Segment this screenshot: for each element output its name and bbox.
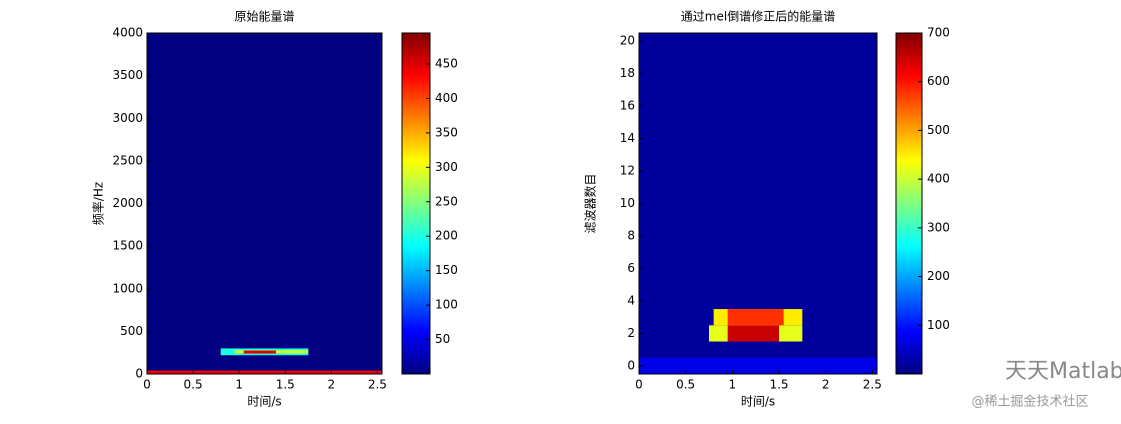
watermark-source: @稀土掘金技术社区 <box>971 394 1088 410</box>
x-tick-label: 1 <box>235 378 243 392</box>
colorbar <box>401 32 431 375</box>
chart-title: 通过mel倒谱修正后的能量谱 <box>681 9 835 24</box>
heat-cell <box>243 350 277 354</box>
y-axis-label: 频率/Hz <box>91 182 106 225</box>
colorbar-tick-label: 400 <box>927 172 950 186</box>
colorbar-tick-label: 700 <box>927 26 950 40</box>
y-tick-label: 14 <box>620 131 635 145</box>
y-axis-label: 滤波器数目 <box>583 173 598 233</box>
chart-title: 原始能量谱 <box>234 10 294 24</box>
heat-cell <box>639 357 877 374</box>
colorbar-tick-label: 400 <box>435 91 458 105</box>
x-tick-label: 1.5 <box>276 378 295 392</box>
y-tick-label: 16 <box>620 99 635 113</box>
colorbar-tick-label: 50 <box>435 332 450 346</box>
x-tick-label: 2 <box>822 378 830 392</box>
colorbar-tick-label: 250 <box>435 194 458 208</box>
x-tick-label: 2.5 <box>863 378 882 392</box>
y-tick-label: 8 <box>627 228 635 242</box>
y-tick-label: 10 <box>620 196 635 210</box>
y-tick-label: 18 <box>620 66 635 80</box>
colorbar-tick-label: 450 <box>435 57 458 71</box>
heat-cell <box>727 325 779 342</box>
colorbar-tick-label: 350 <box>435 125 458 139</box>
y-tick-label: 4000 <box>112 26 143 40</box>
y-tick-label: 2000 <box>112 196 143 210</box>
colorbar <box>895 32 923 375</box>
x-tick-label: 0 <box>635 378 643 392</box>
x-tick-label: 0.5 <box>676 378 695 392</box>
x-tick-label: 2.5 <box>368 378 387 392</box>
heat-cell <box>147 33 382 374</box>
y-tick-label: 3500 <box>112 68 143 82</box>
y-tick-label: 3000 <box>112 111 143 125</box>
heat-cell <box>727 309 784 326</box>
heat-cell <box>147 370 382 374</box>
x-tick-label: 0.5 <box>184 378 203 392</box>
colorbar-tick-label: 500 <box>927 123 950 137</box>
x-tick-label: 0 <box>143 378 151 392</box>
y-tick-label: 0 <box>135 367 143 381</box>
colorbar-tick-label: 200 <box>435 229 458 243</box>
colorbar-tick-label: 600 <box>927 74 950 88</box>
y-tick-label: 2 <box>627 326 635 340</box>
x-tick-label: 2 <box>327 378 335 392</box>
x-axis-label: 时间/s <box>741 395 775 409</box>
x-axis-label: 时间/s <box>247 395 281 409</box>
y-tick-label: 6 <box>627 261 635 275</box>
x-tick-label: 1.5 <box>769 378 788 392</box>
colorbar-tick-label: 200 <box>927 269 950 283</box>
colorbar-tick-label: 300 <box>927 220 950 234</box>
x-tick-label: 1 <box>729 378 737 392</box>
y-tick-label: 1000 <box>112 281 143 295</box>
colorbar-tick-label: 100 <box>435 298 458 312</box>
y-tick-label: 0 <box>627 358 635 372</box>
y-tick-label: 1500 <box>112 239 143 253</box>
watermark-logo: 天天Matlab <box>1005 359 1121 384</box>
y-tick-label: 12 <box>620 164 635 178</box>
colorbar-tick-label: 150 <box>435 263 458 277</box>
y-tick-label: 500 <box>120 324 143 338</box>
colorbar-tick-label: 100 <box>927 318 950 332</box>
y-tick-label: 2500 <box>112 153 143 167</box>
colorbar-tick-label: 300 <box>435 160 458 174</box>
y-tick-label: 20 <box>620 34 635 48</box>
y-tick-label: 4 <box>627 293 635 307</box>
